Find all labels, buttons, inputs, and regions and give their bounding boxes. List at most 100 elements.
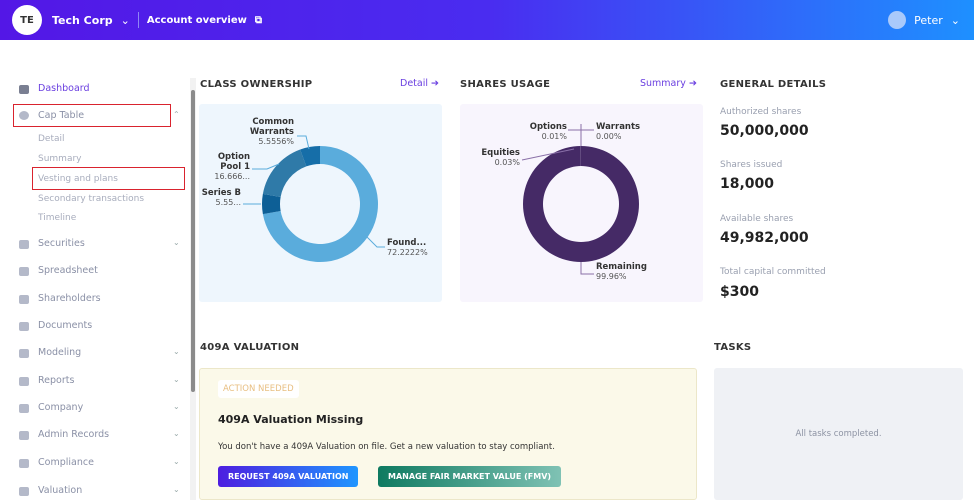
class-ownership-donut bbox=[243, 135, 385, 262]
header-right: Peter ⌄ bbox=[888, 11, 960, 29]
shield-icon bbox=[19, 459, 29, 468]
donut-slice-common-warrants[interactable] bbox=[300, 146, 320, 167]
highlight-box bbox=[32, 167, 185, 190]
chevron-down-icon[interactable]: ⌄ bbox=[173, 457, 180, 466]
tasks-card: All tasks completed. bbox=[714, 368, 963, 500]
available-shares-label: Available shares bbox=[720, 214, 794, 224]
leader-line bbox=[363, 233, 385, 248]
request-409a-button[interactable]: REQUEST 409A VALUATION bbox=[218, 466, 359, 487]
sidebar-subitem-secondary[interactable]: Secondary transactions bbox=[38, 194, 145, 204]
action-needed-badge: ACTION NEEDED bbox=[218, 380, 299, 398]
valuation-text: You don't have a 409A Valuation on file.… bbox=[218, 442, 555, 452]
company-switcher[interactable]: Tech Corp bbox=[52, 13, 113, 27]
chevron-down-icon[interactable]: ⌄ bbox=[173, 402, 180, 411]
sidebar-subitem-summary[interactable]: Summary bbox=[38, 154, 82, 164]
authorized-shares-value: 50,000,000 bbox=[720, 123, 809, 139]
summary-link[interactable]: Summary ➔ bbox=[640, 78, 697, 89]
sidebar-item-securities[interactable]: Securities bbox=[38, 238, 85, 249]
donut-slice-remaining[interactable] bbox=[523, 146, 639, 262]
top-bar: TE Tech Corp ⌄ Account overview ⧉ Peter … bbox=[0, 0, 974, 40]
arrow-right-icon: ➔ bbox=[431, 78, 439, 89]
records-icon bbox=[19, 431, 29, 440]
label-series-b: Series B 5.55... bbox=[201, 188, 241, 207]
shares-usage-title: SHARES USAGE bbox=[460, 79, 551, 90]
leader-line bbox=[580, 262, 594, 275]
sidebar-item-reports[interactable]: Reports bbox=[38, 375, 75, 386]
divider bbox=[137, 12, 139, 28]
highlight-box bbox=[13, 104, 171, 127]
bar-chart-icon bbox=[19, 487, 29, 496]
sidebar-subitem-vesting[interactable]: Vesting and plans bbox=[38, 174, 118, 184]
leader-line bbox=[521, 148, 575, 161]
valuation-heading: 409A Valuation Missing bbox=[218, 413, 364, 426]
manage-fmv-button[interactable]: MANAGE FAIR MARKET VALUE (FMV) bbox=[378, 466, 562, 487]
sidebar-subitem-timeline[interactable]: Timeline bbox=[38, 213, 77, 223]
report-icon bbox=[19, 377, 29, 386]
label-equities: Equities 0.03% bbox=[481, 148, 520, 167]
sidebar-item-shareholders[interactable]: Shareholders bbox=[38, 293, 101, 304]
label-founders: Found... 72.2222% bbox=[387, 238, 428, 257]
shares-issued-label: Shares issued bbox=[720, 160, 783, 170]
donut-slice-found-[interactable] bbox=[262, 146, 378, 262]
valuation-title: 409A VALUATION bbox=[200, 342, 300, 353]
shares-usage-card: Options 0.01% Warrants 0.00% Equities 0.03%… bbox=[460, 104, 703, 302]
sidebar-item-modeling[interactable]: Modeling bbox=[38, 347, 82, 358]
chevron-down-icon[interactable]: ⌄ bbox=[173, 485, 180, 494]
sidebar-item-admin-records[interactable]: Admin Records bbox=[38, 429, 110, 440]
available-shares-value: 49,982,000 bbox=[720, 230, 809, 246]
valuation-card: ACTION NEEDED 409A Valuation Missing You… bbox=[199, 368, 697, 500]
person-icon bbox=[19, 295, 29, 304]
chevron-down-icon[interactable]: ⌄ bbox=[173, 238, 180, 247]
lightbulb-icon bbox=[19, 349, 29, 358]
detail-link-label: Detail bbox=[400, 78, 428, 89]
chevron-down-icon[interactable]: ⌄ bbox=[173, 375, 180, 384]
capital-committed-label: Total capital committed bbox=[720, 267, 826, 277]
table-icon bbox=[19, 267, 29, 276]
sidebar-item-valuation[interactable]: Valuation bbox=[38, 485, 83, 496]
donut-slice-option-pool-1[interactable] bbox=[262, 149, 307, 198]
sidebar-item-spreadsheet[interactable]: Spreadsheet bbox=[38, 265, 98, 276]
tasks-title: TASKS bbox=[714, 342, 752, 353]
chevron-down-icon[interactable]: ⌄ bbox=[173, 429, 180, 438]
external-link-icon: ⧉ bbox=[254, 14, 263, 26]
sidebar-item-cap-table[interactable]: Cap Table bbox=[38, 110, 85, 121]
general-details-title: GENERAL DETAILS bbox=[720, 79, 827, 90]
donut-slice-series-b[interactable] bbox=[262, 193, 281, 215]
authorized-shares-label: Authorized shares bbox=[720, 107, 802, 117]
folder-icon bbox=[19, 322, 29, 331]
label-option-pool: Option Pool 1 16.666... bbox=[214, 152, 250, 181]
account-overview-link[interactable]: Account overview bbox=[146, 14, 247, 26]
sidebar-item-company[interactable]: Company bbox=[38, 402, 84, 413]
leader-line bbox=[297, 135, 310, 150]
summary-link-label: Summary bbox=[640, 78, 686, 89]
header-left: TE Tech Corp ⌄ Account overview ⧉ bbox=[12, 5, 262, 35]
company-avatar[interactable]: TE bbox=[12, 5, 42, 35]
label-options: Options 0.01% bbox=[529, 122, 567, 141]
shares-issued-value: 18,000 bbox=[720, 176, 775, 192]
pie-chart-icon bbox=[19, 111, 29, 120]
sidebar-item-compliance[interactable]: Compliance bbox=[38, 457, 94, 468]
leader-line bbox=[252, 163, 280, 170]
label-warrants: Warrants 0.00% bbox=[596, 122, 641, 141]
dashboard-icon bbox=[19, 85, 29, 94]
sidebar-subitem-detail[interactable]: Detail bbox=[38, 134, 65, 144]
arrow-right-icon: ➔ bbox=[688, 78, 697, 89]
building-icon bbox=[19, 404, 29, 413]
scrollbar-thumb[interactable] bbox=[191, 90, 195, 392]
user-avatar-icon[interactable] bbox=[888, 11, 907, 29]
capital-committed-value: $300 bbox=[720, 284, 759, 300]
chevron-down-icon[interactable]: ⌄ bbox=[120, 13, 130, 27]
label-common-warrants: Common Warrants 5.5556% bbox=[249, 117, 294, 146]
shares-usage-donut bbox=[521, 124, 639, 275]
chevron-down-icon[interactable]: ⌄ bbox=[173, 347, 180, 356]
class-ownership-card: Common Warrants 5.5556% Option Pool 1 16.6… bbox=[199, 104, 442, 302]
label-remaining: Remaining 99.96% bbox=[596, 262, 647, 281]
sidebar-item-documents[interactable]: Documents bbox=[38, 320, 93, 331]
chevron-up-icon[interactable]: ⌃ bbox=[173, 110, 180, 119]
detail-link[interactable]: Detail ➔ bbox=[400, 78, 439, 89]
clipboard-icon bbox=[19, 240, 29, 249]
chevron-down-icon[interactable]: ⌄ bbox=[950, 13, 960, 27]
class-ownership-title: CLASS OWNERSHIP bbox=[200, 79, 313, 90]
sidebar-item-dashboard[interactable]: Dashboard bbox=[38, 83, 90, 94]
user-menu[interactable]: Peter bbox=[914, 13, 943, 27]
